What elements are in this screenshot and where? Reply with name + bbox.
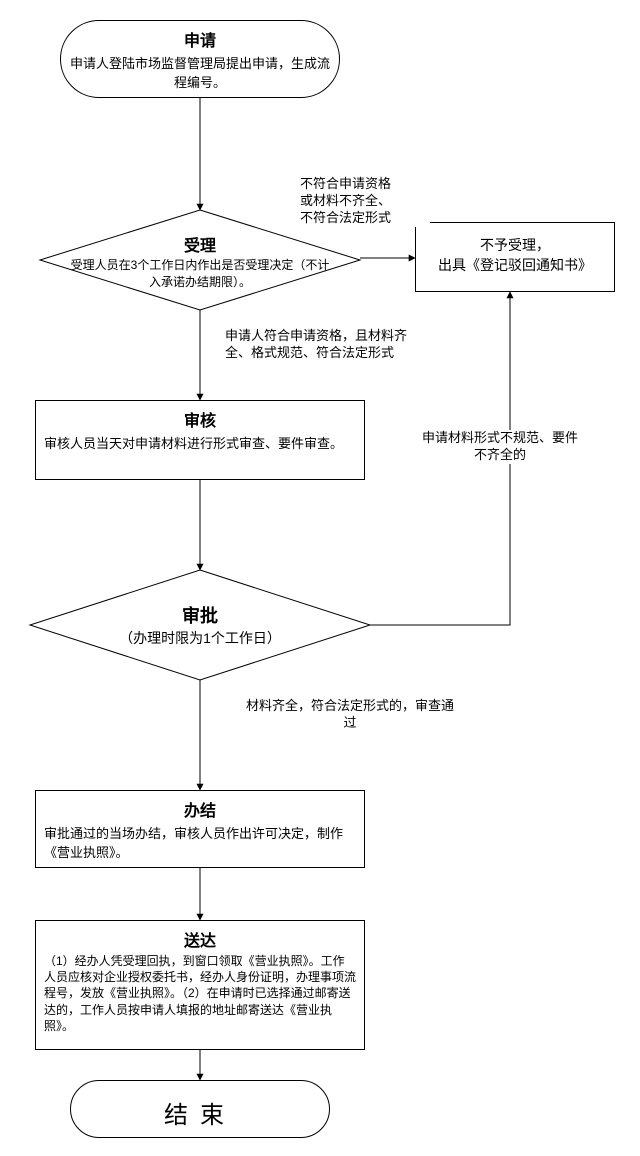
- node-deliver: 送达 （1）经办人凭受理回执，到窗口领取《营业执照》。工作人员应核对企业授权委托…: [35, 920, 365, 1050]
- node-deliver-title: 送达: [44, 927, 356, 951]
- node-reject-line2: 出具《登记驳回通知书》: [424, 255, 606, 275]
- node-complete-body: 审批通过的当场办结，审核人员作出许可决定，制作《营业执照》。: [44, 823, 356, 861]
- node-end: 结束: [70, 1080, 330, 1138]
- node-review-title: 审核: [44, 407, 356, 431]
- node-approve-sub: （办理时限为1个工作日）: [30, 628, 370, 648]
- node-review: 审核 审核人员当天对申请材料进行形式审查、要件审查。: [35, 400, 365, 480]
- edge-label-to-reject: 不符合申请资格 或材料不齐全、 不符合法定形式: [300, 176, 430, 227]
- node-complete-title: 办结: [44, 797, 356, 821]
- edge-label-to-review: 申请人符合申请资格，且材料齐全、格式规范、符合法定形式: [225, 328, 425, 362]
- node-approve: 审批 （办理时限为1个工作日）: [30, 570, 370, 680]
- node-apply: 申请 申请人登陆市场监督管理局提出申请，生成流程编号。: [60, 20, 340, 98]
- node-reject-line1: 不予受理，: [424, 235, 606, 255]
- node-end-label: 结束: [164, 1102, 236, 1129]
- node-review-body: 审核人员当天对申请材料进行形式审查、要件审查。: [44, 433, 356, 452]
- node-apply-title: 申请: [69, 27, 331, 51]
- edge-label-approve-pass: 材料齐全，符合法定形式的，审查通过: [240, 698, 460, 732]
- node-apply-body: 申请人登陆市场监督管理局提出申请，生成流程编号。: [69, 53, 331, 91]
- node-accept-title: 受理: [40, 232, 360, 256]
- edge-label-review-to-reject: 申请材料形式不规范、要件不齐全的: [420, 430, 580, 464]
- node-deliver-body: （1）经办人凭受理回执，到窗口领取《营业执照》。工作人员应核对企业授权委托书，经…: [44, 953, 356, 1034]
- node-approve-title: 审批: [30, 602, 370, 628]
- node-complete: 办结 审批通过的当场办结，审核人员作出许可决定，制作《营业执照》。: [35, 790, 365, 868]
- node-accept-body: 受理人员在3个工作日内作出是否受理决定（不计入承诺办结期限）。: [40, 256, 360, 290]
- node-reject: 不予受理， 出具《登记驳回通知书》: [415, 222, 615, 292]
